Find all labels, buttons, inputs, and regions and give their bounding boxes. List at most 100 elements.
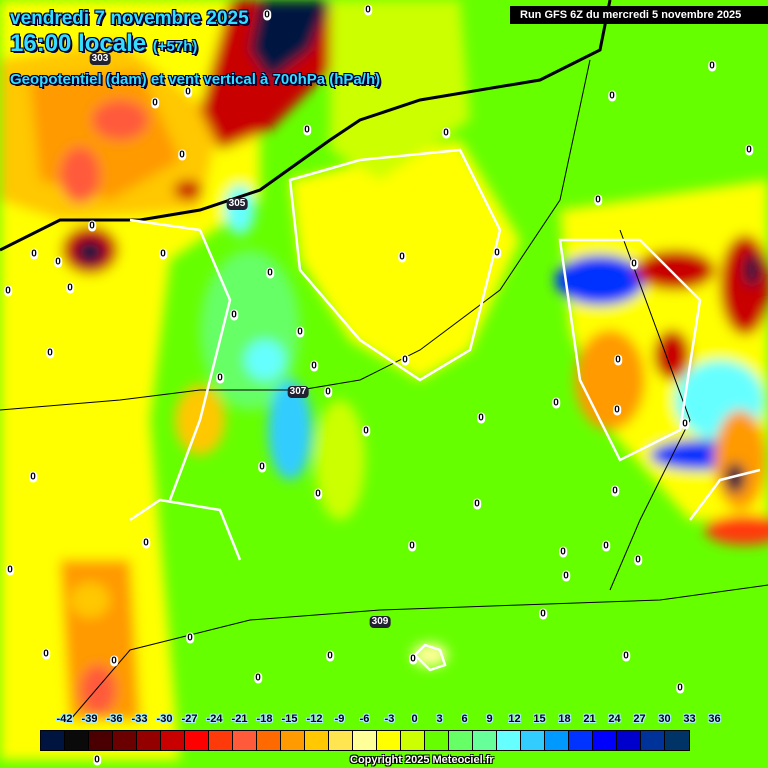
zero-contour-label: 0: [401, 354, 409, 366]
colorbar-tick-label: -9: [334, 713, 345, 725]
colorbar-swatch: [665, 731, 689, 750]
zero-contour-label: 0: [409, 653, 417, 665]
zero-contour-label: 0: [296, 326, 304, 338]
zero-contour-label: 0: [66, 282, 74, 294]
colorbar-swatch: [113, 731, 137, 750]
forecast-local-time: 16:00 locale: [10, 30, 147, 57]
zero-contour-label: 0: [614, 354, 622, 366]
zero-contour-label: 0: [362, 425, 370, 437]
forecast-lead-time: (+57h): [152, 38, 198, 55]
colorbar-tick-label: 9: [486, 713, 493, 725]
zero-contour-label: 0: [634, 554, 642, 566]
colorbar-tick-label: -12: [306, 713, 323, 725]
colorbar-tick-label: 36: [708, 713, 721, 725]
zero-contour-label: 0: [442, 127, 450, 139]
zero-contour-label: 0: [745, 144, 753, 156]
zero-contour-label: 0: [42, 648, 50, 660]
zero-contour-label: 0: [364, 4, 372, 16]
colorbar-swatch: [281, 731, 305, 750]
geopotential-label: 305: [226, 198, 248, 210]
zero-contour-label: 0: [186, 632, 194, 644]
colorbar-tick-label: 33: [683, 713, 696, 725]
colorbar-swatch: [305, 731, 329, 750]
zero-contour-label: 0: [559, 546, 567, 558]
zero-contour-label: 0: [676, 682, 684, 694]
zero-contour-label: 0: [254, 672, 262, 684]
zero-contour-label: 0: [142, 537, 150, 549]
zero-contour-label: 0: [6, 564, 14, 576]
zero-contour-label: 0: [473, 498, 481, 510]
colorbar-swatch: [401, 731, 425, 750]
zero-contour-label: 0: [29, 471, 37, 483]
colorbar-swatch: [161, 731, 185, 750]
zero-contour-label: 0: [630, 258, 638, 270]
zero-contour-label: 0: [539, 608, 547, 620]
zero-contour-label: 0: [88, 220, 96, 232]
geopotential-label: 309: [369, 616, 391, 628]
copyright: Copyright 2025 Meteociel.fr: [350, 754, 494, 766]
zero-contour-label: 0: [708, 60, 716, 72]
zero-contour-label: 0: [258, 461, 266, 473]
colorbar-swatch: [209, 731, 233, 750]
zero-contour-label: 0: [613, 404, 621, 416]
colorbar-swatch: [449, 731, 473, 750]
colorbar-swatch: [521, 731, 545, 750]
colorbar-ticks: -42 -39 -36 -33 -30 -27 -24 -21 -18 -15 -12 -9 -6 -3 0…: [52, 713, 727, 725]
colorbar-tick-label: 21: [583, 713, 596, 725]
forecast-time: 16:00 locale (+57h): [10, 30, 197, 58]
forecast-date: vendredi 7 novembre 2025: [10, 8, 249, 29]
colorbar-swatch: [41, 731, 65, 750]
colorbar-tick-label: -33: [131, 713, 148, 725]
zero-contour-label: 0: [594, 194, 602, 206]
zero-contour-label: 0: [324, 386, 332, 398]
colorbar-tick-label: -15: [281, 713, 298, 725]
colorbar-tick-label: 3: [436, 713, 443, 725]
colorbar-tick-label: -21: [231, 713, 248, 725]
zero-contour-label: 0: [93, 754, 101, 766]
colorbar-swatch: [425, 731, 449, 750]
zero-contour-label: 0: [552, 397, 560, 409]
colorbar-tick-label: 0: [411, 713, 418, 725]
colorbar-tick-label: 24: [608, 713, 621, 725]
zero-contour-label: 0: [681, 418, 689, 430]
colorbar-swatch: [329, 731, 353, 750]
colorbar-swatch: [641, 731, 665, 750]
colorbar: [40, 730, 690, 751]
zero-contour-label: 0: [398, 251, 406, 263]
zero-contour-label: 0: [314, 488, 322, 500]
model-run-banner: Run GFS 6Z du mercredi 5 novembre 2025: [510, 6, 768, 24]
zero-contour-label: 0: [110, 655, 118, 667]
zero-contour-label: 0: [611, 485, 619, 497]
zero-contour-label: 0: [602, 540, 610, 552]
colorbar-swatch: [593, 731, 617, 750]
colorbar-tick-label: -39: [81, 713, 98, 725]
colorbar-tick-label: -42: [56, 713, 73, 725]
colorbar-tick-label: 6: [461, 713, 468, 725]
zero-contour-label: 0: [159, 248, 167, 260]
zero-contour-label: 0: [216, 372, 224, 384]
colorbar-swatch: [497, 731, 521, 750]
zero-contour-label: 0: [230, 309, 238, 321]
colorbar-tick-label: -3: [384, 713, 395, 725]
colorbar-tick-label: 12: [508, 713, 521, 725]
colorbar-tick-label: -36: [106, 713, 123, 725]
zero-contour-label: 0: [46, 347, 54, 359]
colorbar-swatch: [233, 731, 257, 750]
colorbar-tick-label: 15: [533, 713, 546, 725]
zero-contour-label: 0: [151, 97, 159, 109]
zero-contour-label: 0: [622, 650, 630, 662]
zero-contour-label: 0: [263, 9, 271, 21]
zero-contour-label: 0: [408, 540, 416, 552]
colorbar-tick-label: -6: [359, 713, 370, 725]
zero-contour-label: 0: [326, 650, 334, 662]
colorbar-tick-label: 30: [658, 713, 671, 725]
zero-contour-label: 0: [54, 256, 62, 268]
zero-contour-label: 0: [562, 570, 570, 582]
geopotential-label: 307: [287, 386, 309, 398]
zero-contour-label: 0: [178, 149, 186, 161]
zero-contour-label: 0: [303, 124, 311, 136]
colorbar-swatch: [545, 731, 569, 750]
colorbar-swatch: [65, 731, 89, 750]
colorbar-tick-label: -27: [181, 713, 198, 725]
